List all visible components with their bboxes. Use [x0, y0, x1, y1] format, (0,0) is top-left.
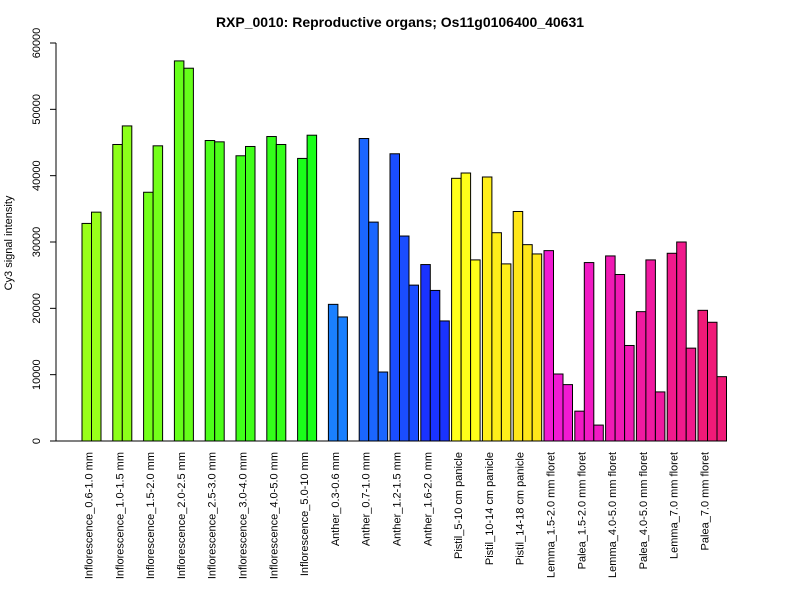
category-label: Lemma_7.0 mm floret: [669, 452, 681, 559]
category-label: Inflorescence_2.5-3.0 mm: [207, 452, 219, 579]
y-tick-label: 40000: [31, 160, 43, 191]
bar: [531, 253, 543, 442]
category-label: Anther_0.3-0.6 mm: [330, 452, 342, 546]
y-axis-label: Cy3 signal intensity: [3, 195, 15, 290]
bar: [266, 136, 277, 442]
bar: [327, 303, 339, 442]
bar: [399, 235, 410, 442]
bar: [214, 141, 225, 442]
bar: [645, 259, 656, 442]
bar: [112, 143, 123, 442]
category-label: Inflorescence_0.6-1.0 mm: [84, 452, 96, 579]
bar: [470, 259, 481, 442]
bar: [697, 309, 708, 442]
y-tick-label: 30000: [31, 227, 43, 258]
bar: [368, 221, 379, 442]
category-labels: Inflorescence_0.6-1.0 mm Inflorescence_1.…: [84, 452, 712, 579]
y-tick-label: 10000: [31, 359, 43, 390]
category-label: Lemma_1.5-2.0 mm floret: [546, 452, 558, 578]
y-axis: 0 10000 20000 30000 40000 50000 60000: [31, 28, 57, 444]
bars: [81, 60, 727, 442]
bar: [358, 138, 370, 442]
category-label: Palea_4.0-5.0 mm floret: [638, 452, 650, 569]
bar: [173, 60, 185, 442]
category-label: Anther_1.2-1.5 mm: [392, 452, 404, 546]
bar: [593, 424, 604, 442]
bar: [685, 347, 697, 442]
category-label: Inflorescence_2.0-2.5 mm: [176, 452, 188, 579]
bar: [183, 67, 194, 442]
bar: [389, 153, 400, 442]
bar: [275, 143, 287, 442]
bar: [297, 157, 308, 442]
category-label: Anther_1.6-2.0 mm: [422, 452, 434, 546]
bar: [337, 316, 348, 442]
bar: [235, 155, 246, 442]
bar: [707, 321, 718, 442]
bar: [624, 344, 635, 442]
bar: [500, 263, 512, 442]
y-tick-label: 60000: [31, 28, 43, 59]
bar: [306, 134, 318, 442]
bar: [716, 376, 727, 442]
bar: [481, 176, 493, 442]
y-tick-label: 20000: [31, 293, 43, 324]
bar: [491, 232, 502, 442]
bar: [562, 384, 573, 442]
y-tick-label: 50000: [31, 94, 43, 125]
bar: [451, 177, 462, 442]
category-label: Pistil_10-14 cm panicle: [484, 452, 496, 565]
category-label: Inflorescence_3.0-4.0 mm: [238, 452, 250, 579]
y-tick-label: 0: [31, 438, 43, 444]
bar: [553, 373, 564, 442]
bar: [460, 172, 472, 442]
bar: [143, 191, 154, 442]
bar: [635, 311, 647, 442]
bar: [408, 284, 419, 442]
category-label: Palea_7.0 mm floret: [700, 452, 712, 550]
bar: [666, 252, 678, 442]
bar: [574, 410, 585, 442]
category-label: Inflorescence_1.0-1.5 mm: [114, 452, 126, 579]
bar: [583, 262, 595, 442]
bar: [377, 371, 389, 442]
category-label: Inflorescence_1.5-2.0 mm: [145, 452, 157, 579]
category-label: Pistil_5-10 cm panicle: [453, 452, 465, 559]
bar: [245, 145, 256, 442]
bar: [204, 140, 216, 442]
bar: [121, 125, 133, 442]
bar: [543, 250, 554, 442]
bar: [429, 289, 441, 442]
bar: [605, 255, 616, 442]
bar: [81, 222, 92, 442]
chart-title: RXP_0010: Reproductive organs; Os11g0106…: [216, 14, 584, 30]
bar: [91, 211, 102, 442]
category-label: Inflorescence_4.0-5.0 mm: [268, 452, 280, 579]
bar: [439, 320, 450, 442]
bar: [614, 274, 626, 442]
bar: [522, 244, 533, 442]
category-label: Lemma_4.0-5.0 mm floret: [607, 452, 619, 578]
category-label: Anther_0.7-1.0 mm: [361, 452, 373, 546]
category-label: Pistil_14-18 cm panicle: [515, 452, 527, 565]
bar: [654, 391, 666, 442]
category-label: Palea_1.5-2.0 mm floret: [576, 452, 588, 569]
bar: [152, 145, 164, 442]
bar: [420, 264, 431, 442]
category-label: Inflorescence_5.0-10 mm: [299, 452, 311, 576]
bar: [676, 241, 687, 442]
bar: [512, 210, 524, 442]
